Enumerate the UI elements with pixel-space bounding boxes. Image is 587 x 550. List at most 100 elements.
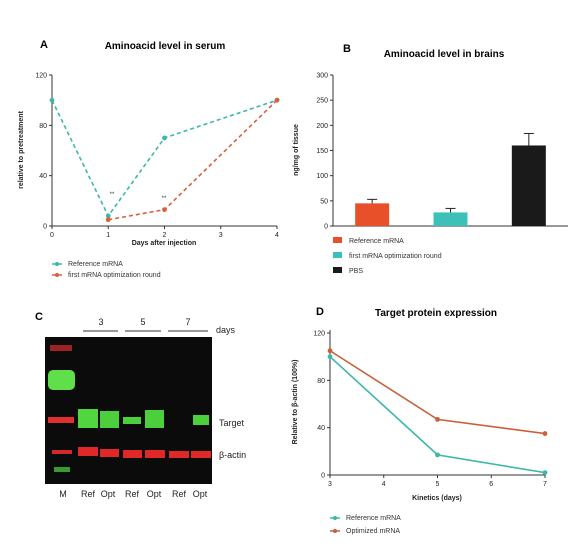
blot-actin-label: β-actin	[219, 450, 246, 460]
chart-d-title: Target protein expression	[375, 308, 497, 319]
legend-swatch-first-round	[333, 252, 342, 258]
chart-a-xlabel: Days after injection	[132, 240, 197, 247]
chart-a-point	[162, 135, 167, 141]
legend-swatch-reference	[333, 237, 342, 243]
chart-d-xtick-label: 3	[328, 481, 332, 488]
chart-d-point	[435, 416, 440, 422]
chart-d-point	[327, 354, 333, 360]
chart-b-bar	[433, 212, 468, 226]
target-band	[193, 415, 209, 425]
actin-band	[123, 450, 142, 458]
actin-band	[145, 450, 165, 458]
panel-letter-c: C	[35, 311, 43, 323]
chart-b-legend-pbs: PBS	[349, 268, 363, 275]
chart-a-series-line-0	[51, 99, 278, 218]
chart-a-xtick-label: 2	[163, 232, 167, 239]
chart-d-legend: Reference mRNA Optimized mRNA	[330, 515, 401, 535]
chart-b-ytick-label: 0	[324, 224, 328, 231]
chart-d-xtick-label: 4	[382, 481, 386, 488]
chart-a-xtick-label: 4	[275, 232, 279, 239]
chart-a-ylabel: relative to pretreatment	[18, 110, 25, 188]
chart-d-ylabel: Relative to β-actin (100%)	[292, 360, 299, 445]
actin-band	[191, 451, 211, 458]
blot-target-label: Target	[219, 418, 245, 428]
chart-d-point	[542, 431, 548, 436]
blot-days-label: days	[216, 325, 236, 335]
chart-d-xtick-label: 5	[436, 481, 440, 488]
marker-band	[50, 345, 72, 351]
chart-b-ytick-label: 300	[316, 73, 328, 80]
chart-a: Aminoacid level in serum relative to pre…	[18, 41, 280, 279]
chart-a-ytick-label: 120	[35, 73, 47, 80]
chart-a-point	[105, 217, 111, 223]
target-band	[78, 409, 98, 428]
chart-d-ytick-label: 40	[317, 425, 325, 432]
marker-band	[48, 370, 75, 390]
target-band	[145, 410, 164, 428]
lane-label: Opt	[193, 489, 208, 499]
marker-band	[52, 450, 72, 454]
chart-a-title: Aminoacid level in serum	[105, 41, 226, 52]
chart-b-bar	[355, 203, 390, 226]
chart-b-legend-first-round: first mRNA optimization round	[349, 253, 442, 260]
chart-a-annotation-2: **	[162, 196, 167, 202]
marker-band	[54, 467, 70, 472]
blot-day-3: 3	[98, 317, 103, 327]
chart-d-point	[327, 348, 333, 354]
chart-d-xlabel: Kinetics (days)	[412, 495, 462, 502]
chart-d-legend-reference: Reference mRNA	[346, 515, 401, 522]
chart-a-series-line-1	[108, 99, 278, 221]
chart-b-title: Aminoacid level in brains	[384, 49, 505, 60]
chart-a-point	[49, 97, 55, 103]
target-band	[123, 417, 141, 424]
lane-label: Ref	[125, 489, 140, 499]
blot-membrane	[45, 337, 212, 484]
chart-b-ytick-label: 50	[320, 198, 328, 205]
actin-band	[78, 447, 98, 456]
chart-a-xtick-label: 3	[219, 232, 223, 239]
chart-b-bar	[511, 145, 546, 226]
target-band	[100, 411, 119, 428]
western-blot: days 3 5 7 Target β-actin M Ref Opt Ref …	[45, 317, 246, 499]
actin-band	[169, 451, 189, 458]
chart-d-point	[435, 452, 440, 458]
chart-a-ytick-label: 80	[39, 123, 47, 130]
blot-day-7: 7	[185, 317, 190, 327]
marker-band	[48, 417, 74, 423]
lane-label: Ref	[172, 489, 187, 499]
chart-d-xtick-label: 7	[543, 481, 547, 488]
chart-a-legend: Reference mRNA first mRNA optimization r…	[52, 261, 161, 279]
chart-b-legend-reference: Reference mRNA	[349, 238, 404, 245]
chart-d: Target protein expression Relative to β-…	[292, 308, 548, 535]
legend-marker-reference	[55, 262, 59, 266]
chart-d-point	[542, 470, 548, 476]
chart-b-ytick-label: 250	[316, 98, 328, 105]
panel-letter-a: A	[40, 39, 48, 51]
chart-d-legend-optimized: Optimized mRNA	[346, 528, 400, 535]
chart-b-ytick-label: 200	[316, 123, 328, 130]
lane-label: Ref	[81, 489, 96, 499]
lane-label: Opt	[147, 489, 162, 499]
lane-label-m: M	[59, 489, 67, 499]
chart-d-ytick-label: 80	[317, 378, 325, 385]
chart-a-legend-reference: Reference mRNA	[68, 261, 123, 268]
chart-b-ytick-label: 100	[316, 173, 328, 180]
actin-band	[100, 449, 119, 457]
chart-d-ytick-label: 120	[313, 331, 325, 338]
panel-letter-d: D	[316, 306, 324, 318]
chart-b-ylabel: ng/mg of tissue	[293, 124, 300, 176]
chart-b: Aminoacid level in brains ng/mg of tissu…	[293, 49, 568, 275]
chart-a-ytick-label: 0	[43, 224, 47, 231]
chart-a-xtick-label: 1	[106, 232, 110, 239]
panel-letter-b: B	[343, 43, 351, 55]
blot-day-5: 5	[140, 317, 145, 327]
chart-a-xtick-label: 0	[50, 232, 54, 239]
chart-b-ytick-label: 150	[316, 148, 328, 155]
chart-d-ytick-label: 0	[321, 473, 325, 480]
chart-a-ytick-label: 40	[39, 173, 47, 180]
chart-a-annotation-1: **	[110, 192, 115, 198]
chart-a-point	[105, 213, 111, 219]
chart-b-legend: Reference mRNA first mRNA optimization r…	[333, 237, 442, 275]
chart-d-xtick-label: 6	[489, 481, 493, 488]
